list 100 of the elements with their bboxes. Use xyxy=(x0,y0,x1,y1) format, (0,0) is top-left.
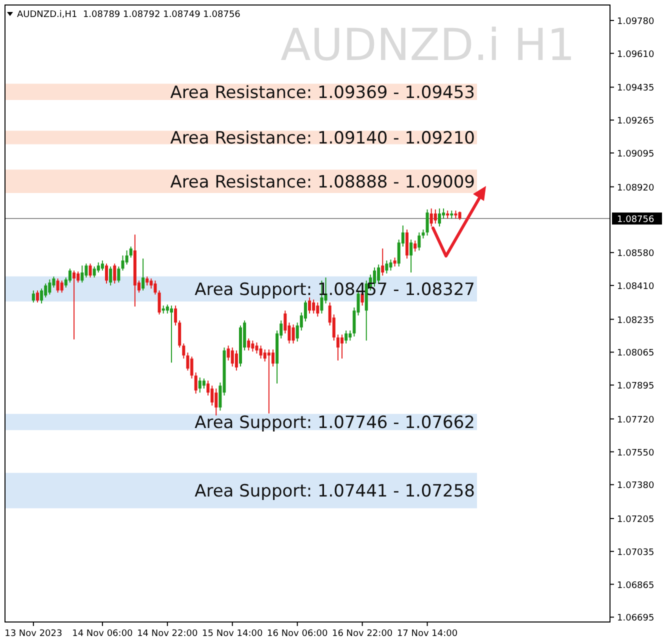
candlestick xyxy=(381,248,384,276)
candlestick xyxy=(418,232,421,251)
candlestick xyxy=(72,270,76,340)
candlestick xyxy=(194,372,198,394)
candlestick xyxy=(442,208,446,220)
x-tick-label: 17 Nov 14:00 xyxy=(396,629,458,639)
y-tick-label: 1.06865 xyxy=(617,580,654,591)
candlestick xyxy=(125,250,128,266)
candlestick xyxy=(52,276,56,288)
x-tick-label: 16 Nov 22:00 xyxy=(332,629,393,639)
candlestick xyxy=(247,338,250,351)
text: AUDNZD.i,H1 1.08789 1.08792 1.08749 1.08756 xyxy=(17,10,241,20)
candlestick xyxy=(117,266,120,284)
candlestick xyxy=(292,324,295,344)
candlestick xyxy=(121,254,124,272)
y-tick-label: 1.09610 xyxy=(617,50,654,60)
candlestick xyxy=(230,347,234,367)
candlestick xyxy=(336,334,340,361)
candlestick xyxy=(198,377,202,394)
candlestick xyxy=(430,208,433,227)
candlestick xyxy=(158,290,161,315)
candlestick xyxy=(100,260,104,272)
candlestick xyxy=(214,388,218,416)
candlestick xyxy=(129,246,132,258)
candlestick xyxy=(44,283,48,298)
x-tick-label: 13 Nov 2023 xyxy=(4,629,62,639)
candlestick xyxy=(210,385,214,406)
candlestick xyxy=(190,356,194,379)
candlestick xyxy=(226,345,230,361)
candlestick xyxy=(96,262,100,273)
y-tick-label: 1.08410 xyxy=(617,282,654,292)
y-tick-label: 1.08920 xyxy=(617,183,654,194)
candlestick xyxy=(234,350,238,372)
band-label: Area Support: 1.07746 - 1.07662 xyxy=(194,413,475,434)
candlestick xyxy=(154,280,157,296)
candlestick xyxy=(80,265,84,284)
candlestick xyxy=(312,299,316,314)
candlestick xyxy=(389,259,392,272)
band-label: Area Resistance: 1.09369 - 1.09453 xyxy=(170,82,475,103)
candlestick xyxy=(174,305,178,326)
y-tick-label: 1.07035 xyxy=(617,548,654,558)
candlestick xyxy=(36,290,39,303)
candlestick xyxy=(150,278,153,290)
candlestick xyxy=(56,278,60,294)
y-tick-label: 1.09435 xyxy=(617,84,654,94)
candlestick xyxy=(255,342,258,354)
candlestick xyxy=(170,305,173,364)
candlestick xyxy=(76,271,80,284)
candlestick xyxy=(182,342,186,360)
candlestick xyxy=(113,263,116,284)
candlestick xyxy=(348,330,352,342)
band-label: Area Resistance: 1.09140 - 1.09210 xyxy=(170,128,475,148)
y-tick-label: 1.07205 xyxy=(617,515,654,526)
y-tick-label: 1.06695 xyxy=(617,614,654,624)
y-tick-label: 1.08580 xyxy=(617,249,654,260)
candlestick xyxy=(92,266,96,278)
y-tick-label: 1.07720 xyxy=(617,415,654,426)
candlestick xyxy=(267,348,270,414)
candlestick xyxy=(259,345,262,360)
y-tick-label: 1.08065 xyxy=(617,348,654,359)
candlestick xyxy=(316,302,320,318)
candlestick xyxy=(32,290,35,303)
x-tick-label: 15 Nov 14:00 xyxy=(202,629,263,639)
band-label: Area Resistance: 1.08888 - 1.09009 xyxy=(170,172,475,192)
candlestick xyxy=(178,320,182,348)
candlestick xyxy=(414,240,417,252)
candlestick xyxy=(263,348,266,362)
y-tick-label: 1.08235 xyxy=(617,316,654,326)
candlestick xyxy=(426,208,429,236)
x-tick-label: 14 Nov 22:00 xyxy=(137,629,198,639)
candlestick xyxy=(142,258,145,291)
y-tick-label: 1.07550 xyxy=(617,448,654,458)
y-tick-label: 1.07380 xyxy=(617,481,654,492)
ref-line-label: 1.08756 xyxy=(617,215,654,226)
candlestick xyxy=(251,340,254,352)
y-tick-label: 1.09095 xyxy=(617,149,654,160)
candlestick xyxy=(84,263,88,278)
band-label: Area Support: 1.07441 - 1.07258 xyxy=(194,482,475,502)
candlestick xyxy=(109,266,112,286)
candlestick xyxy=(105,263,108,284)
candlestick xyxy=(48,278,52,296)
candlestick xyxy=(186,352,190,372)
candlestick xyxy=(271,348,274,367)
candlestick xyxy=(434,208,437,224)
candlestick xyxy=(202,378,206,390)
candlestick xyxy=(88,263,92,278)
candlestick xyxy=(410,239,413,273)
x-tick-label: 14 Nov 06:00 xyxy=(72,629,134,639)
candlestick xyxy=(340,334,344,360)
y-tick-label: 1.07895 xyxy=(617,382,654,392)
candlestick xyxy=(438,208,441,227)
candlestick xyxy=(60,280,64,294)
candlestick xyxy=(68,268,72,284)
candlestick xyxy=(308,296,312,314)
candlestick xyxy=(344,330,348,344)
y-tick-label: 1.09265 xyxy=(617,116,654,127)
candlestick xyxy=(405,229,408,260)
y-tick-label: 1.09780 xyxy=(617,16,654,27)
candlestick xyxy=(385,260,388,274)
x-tick-label: 16 Nov 06:00 xyxy=(267,629,328,639)
